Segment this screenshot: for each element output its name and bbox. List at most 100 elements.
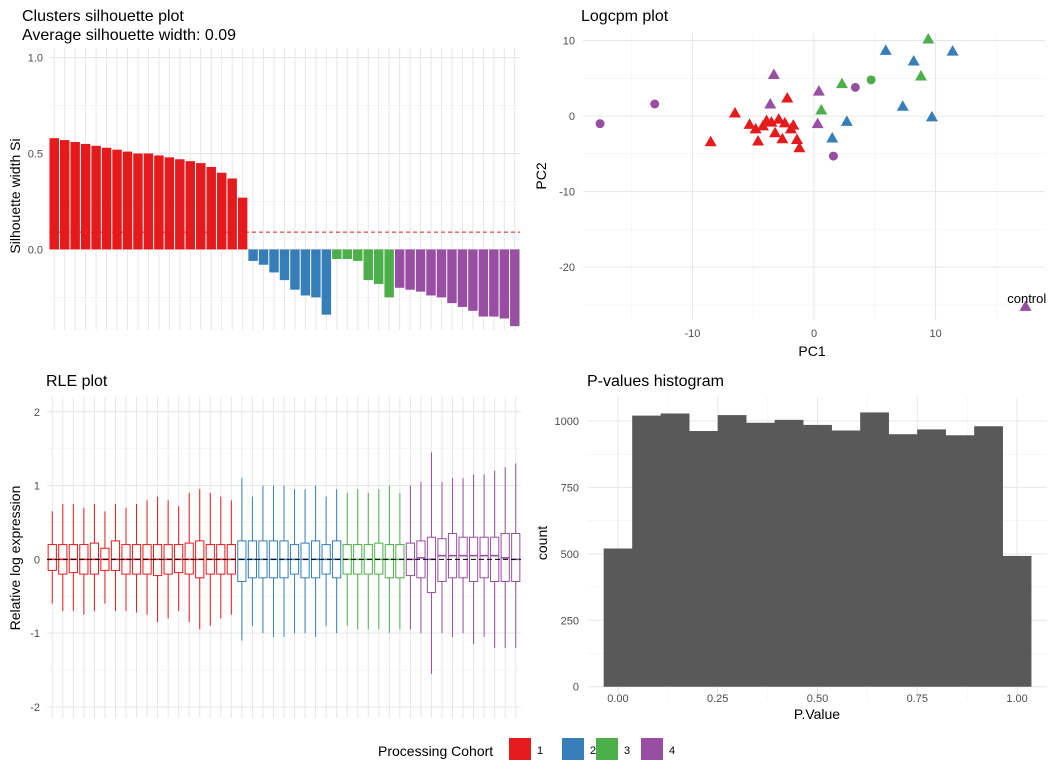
pvalue-bar xyxy=(945,435,975,687)
legend-swatch-1 xyxy=(509,738,531,760)
rle-box xyxy=(58,504,68,611)
silhouette-y-tick: 0.0 xyxy=(28,244,43,256)
rle-box xyxy=(511,463,521,648)
rle-box xyxy=(289,489,300,634)
silhouette-bar xyxy=(300,249,311,296)
silhouette-bar xyxy=(478,249,489,317)
rle-box xyxy=(479,474,489,637)
silhouette-bar xyxy=(49,138,59,250)
rle-box xyxy=(174,506,184,611)
rle-y-tick: 2 xyxy=(34,407,40,419)
silhouette-bar xyxy=(258,249,269,265)
rle-box xyxy=(237,478,247,641)
rle-box-body xyxy=(511,533,521,582)
silhouette-y-tick: 0.5 xyxy=(28,149,43,161)
silhouette-bar xyxy=(447,249,457,304)
silhouette-bar xyxy=(143,153,154,250)
silhouette-bar xyxy=(373,249,384,284)
rle-y-tick: -1 xyxy=(30,628,40,640)
logcpm-grid xyxy=(583,33,1045,320)
logcpm-point-triangle xyxy=(812,85,825,96)
rle-title: RLE plot xyxy=(46,373,108,390)
legend-swatch-4 xyxy=(641,738,663,760)
silhouette-bar xyxy=(363,249,373,281)
silhouette-bar xyxy=(332,249,342,260)
rle-box xyxy=(184,492,194,623)
silhouette-bar xyxy=(80,143,91,250)
logcpm-point-triangle xyxy=(790,133,803,144)
pvalue-y-tick: 0 xyxy=(573,682,579,694)
logcpm-point-triangle xyxy=(907,54,920,66)
pvalue-bar xyxy=(860,412,889,687)
logcpm-point-triangle xyxy=(772,113,785,124)
pvalue-bar xyxy=(831,430,861,687)
silhouette-bar xyxy=(405,249,415,290)
rle-box xyxy=(300,489,310,634)
silhouette-bar xyxy=(216,172,227,250)
rle-box xyxy=(426,452,437,674)
logcpm-point-triangle xyxy=(728,107,741,118)
pvalue-bar xyxy=(746,422,775,687)
legend-swatch-2 xyxy=(562,738,584,760)
rle-box xyxy=(79,507,89,615)
rle-box xyxy=(110,504,121,611)
silhouette-bar xyxy=(342,249,353,260)
pvalue-bar xyxy=(717,415,747,687)
logcpm-point-triangle xyxy=(925,110,938,122)
rle-box xyxy=(279,485,289,637)
pvalue-x-tick: 1.00 xyxy=(1006,693,1027,705)
silhouette-bar xyxy=(227,178,237,250)
silhouette-bar xyxy=(101,147,112,250)
logcpm-point-triangle xyxy=(784,122,797,134)
rle-box xyxy=(437,481,447,634)
rle-box-body xyxy=(426,536,437,594)
pvalue-bar xyxy=(888,434,918,687)
silhouette-bar xyxy=(154,155,164,250)
rle-box-body xyxy=(384,544,394,579)
rle-box xyxy=(268,485,279,637)
legend-swatch-3 xyxy=(596,738,618,760)
silhouette-bar xyxy=(489,249,499,317)
pvalue-title: P-values histogram xyxy=(587,373,724,390)
rle-boxes xyxy=(47,452,521,674)
rle-box-body xyxy=(479,536,489,579)
pvalue-bar xyxy=(917,429,946,687)
logcpm-point-circle xyxy=(595,119,605,129)
rle-y-tick: 0 xyxy=(34,554,40,566)
silhouette-bar xyxy=(122,151,133,250)
silhouette-bar xyxy=(112,149,122,250)
silhouette-bar xyxy=(185,161,196,250)
silhouette-bar xyxy=(175,159,185,250)
silhouette-bar xyxy=(59,140,70,250)
pvalue-x-tick: 0.75 xyxy=(907,693,928,705)
logcpm-ticks: -10 0 10 -20 -10 0 10 xyxy=(559,36,942,340)
silhouette-bar xyxy=(510,249,520,327)
logcpm-point-triangle xyxy=(896,100,909,111)
pvalue-x-tick: 0.00 xyxy=(607,693,628,705)
logcpm-point-triangle xyxy=(826,131,839,143)
rle-box xyxy=(152,496,163,623)
rle-box xyxy=(216,496,226,619)
pvalue-bar xyxy=(1002,555,1032,687)
pvalue-x-tick: 0.25 xyxy=(707,693,728,705)
rle-y-tick: 1 xyxy=(34,481,40,493)
logcpm-point-circle xyxy=(850,82,860,92)
logcpm-point-triangle xyxy=(793,141,806,153)
logcpm-point-triangle xyxy=(767,68,780,80)
silhouette-bar xyxy=(457,249,468,307)
silhouette-bar xyxy=(415,249,426,292)
silhouette-bar xyxy=(321,249,332,315)
silhouette-bar xyxy=(436,249,447,298)
silhouette-bar xyxy=(206,166,216,250)
logcpm-x-label: PC1 xyxy=(798,343,825,359)
rle-panel: RLE plot -2 -1 0 1 2 Relative log expression xyxy=(7,373,521,718)
rle-box xyxy=(47,511,57,604)
rle-box xyxy=(100,511,110,604)
silhouette-bar xyxy=(269,249,279,273)
logcpm-point-triangle xyxy=(743,118,756,129)
logcpm-points: control xyxy=(595,33,1046,311)
silhouette-bar xyxy=(164,157,175,250)
logcpm-point-triangle xyxy=(764,97,777,109)
pvalue-bar xyxy=(774,419,804,687)
